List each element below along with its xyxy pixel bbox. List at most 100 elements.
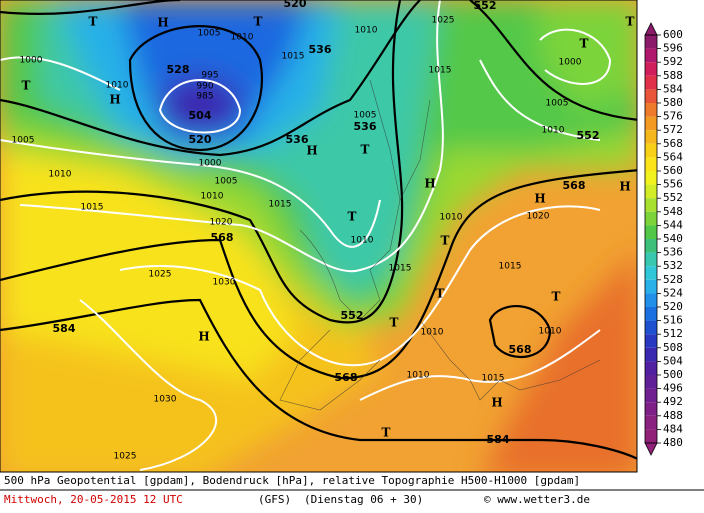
colorbar-tick-label: 548 [663, 205, 683, 218]
colorbar-band [645, 307, 657, 321]
colorbar-band [645, 62, 657, 76]
colorbar-band [645, 334, 657, 348]
colorbar-band [645, 293, 657, 307]
colorbar-tick-label: 572 [663, 123, 683, 136]
pressure-label: 1015 [429, 66, 452, 76]
colorbar-tick-label: 528 [663, 273, 683, 286]
pressure-center: H [619, 180, 630, 194]
colorbar-tick-label: 504 [663, 354, 683, 367]
colorbar-tick-label: 540 [663, 232, 683, 245]
height-label: 528 [167, 63, 190, 76]
pressure-label: 1005 [354, 111, 377, 121]
colorbar-tick-label: 492 [663, 395, 683, 408]
pressure-center: T [580, 37, 589, 51]
colorbar-tick-label: 576 [663, 110, 683, 123]
colorbar-tick-label: 508 [663, 341, 683, 354]
height-label: 536 [354, 120, 377, 133]
pressure-label: 1010 [106, 81, 129, 91]
height-label: 568 [563, 179, 586, 192]
pressure-label: 1005 [215, 177, 238, 187]
pressure-label: 1015 [499, 262, 522, 272]
pressure-center: T [436, 287, 445, 301]
colorbar: 6005965925885845805765725685645605565525… [644, 22, 683, 456]
colorbar-tick-label: 536 [663, 246, 683, 259]
colorbar-band [645, 48, 657, 63]
colorbar-band [645, 347, 657, 362]
colorbar-tick-label: 488 [663, 409, 683, 422]
colorbar-band [645, 184, 657, 199]
pressure-center: T [441, 234, 450, 248]
pressure-label: 1015 [81, 203, 104, 213]
colorbar-tick-label: 500 [663, 368, 683, 381]
colorbar-tick-label: 544 [663, 218, 683, 231]
pressure-label: 1010 [49, 170, 72, 180]
colorbar-band [645, 103, 657, 117]
pressure-label: 1010 [351, 236, 374, 246]
pressure-label: 1030 [213, 278, 236, 288]
colorbar-band [645, 130, 657, 144]
pressure-center: T [382, 426, 391, 440]
height-label: 504 [189, 109, 212, 122]
footer-credit: © www.wetter3.de [484, 493, 590, 506]
pressure-center: T [22, 79, 31, 93]
colorbar-tick-label: 592 [663, 55, 683, 68]
colorbar-tick-label: 556 [663, 178, 683, 191]
height-label: 520 [189, 133, 212, 146]
pressure-label: 985 [196, 92, 213, 102]
pressure-label: 1005 [12, 136, 35, 146]
colorbar-band [645, 198, 657, 212]
pressure-label: 1000 [20, 56, 43, 66]
pressure-center: H [424, 177, 435, 191]
colorbar-band [645, 75, 657, 90]
height-label: 584 [53, 322, 76, 335]
colorbar-band [645, 388, 657, 403]
pressure-center: H [198, 330, 209, 344]
pressure-center: H [306, 144, 317, 158]
colorbar-band [645, 320, 657, 335]
pressure-label: 1010 [539, 327, 562, 337]
height-label: 536 [309, 43, 332, 56]
pressure-center: T [552, 290, 561, 304]
colorbar-tick-label: 480 [663, 436, 683, 449]
pressure-center: T [254, 15, 263, 29]
colorbar-band [645, 429, 657, 443]
colorbar-band [645, 225, 657, 239]
colorbar-tick-label: 568 [663, 137, 683, 150]
colorbar-tick-label: 564 [663, 150, 683, 163]
pressure-label: 1005 [546, 99, 569, 109]
colorbar-tick-label: 560 [663, 164, 683, 177]
footer-date: Mittwoch, 20-05-2015 12 UTC [4, 493, 183, 506]
pressure-label: 1020 [527, 212, 550, 222]
pressure-label: 1025 [432, 16, 455, 26]
colorbar-band [645, 266, 657, 280]
pressure-label: 1030 [154, 395, 177, 405]
pressure-label: 990 [196, 82, 213, 92]
height-label: 552 [474, 0, 497, 12]
colorbar-band [645, 35, 657, 49]
pressure-center: T [89, 15, 98, 29]
colorbar-tick-label: 516 [663, 314, 683, 327]
pressure-center: T [626, 15, 635, 29]
colorbar-band [645, 89, 657, 103]
pressure-label: 1025 [114, 452, 137, 462]
pressure-label: 1000 [559, 58, 582, 68]
pressure-label: 1025 [149, 270, 172, 280]
height-label: 568 [509, 343, 532, 356]
pressure-center: T [390, 316, 399, 330]
colorbar-band [645, 211, 657, 226]
height-label: 568 [211, 231, 234, 244]
height-label: 568 [335, 371, 358, 384]
colorbar-tick-label: 580 [663, 96, 683, 109]
height-label: 520 [284, 0, 307, 10]
pressure-label: 1015 [389, 264, 412, 274]
map-area [0, 0, 637, 472]
colorbar-band [645, 402, 657, 416]
colorbar-band [645, 361, 657, 375]
pressure-label: 1010 [421, 328, 444, 338]
colorbar-tick-label: 520 [663, 300, 683, 313]
colorbar-band [645, 116, 657, 131]
colorbar-band [645, 375, 657, 389]
pressure-label: 1010 [201, 192, 224, 202]
footer-run: (Dienstag 06 + 30) [304, 493, 423, 506]
